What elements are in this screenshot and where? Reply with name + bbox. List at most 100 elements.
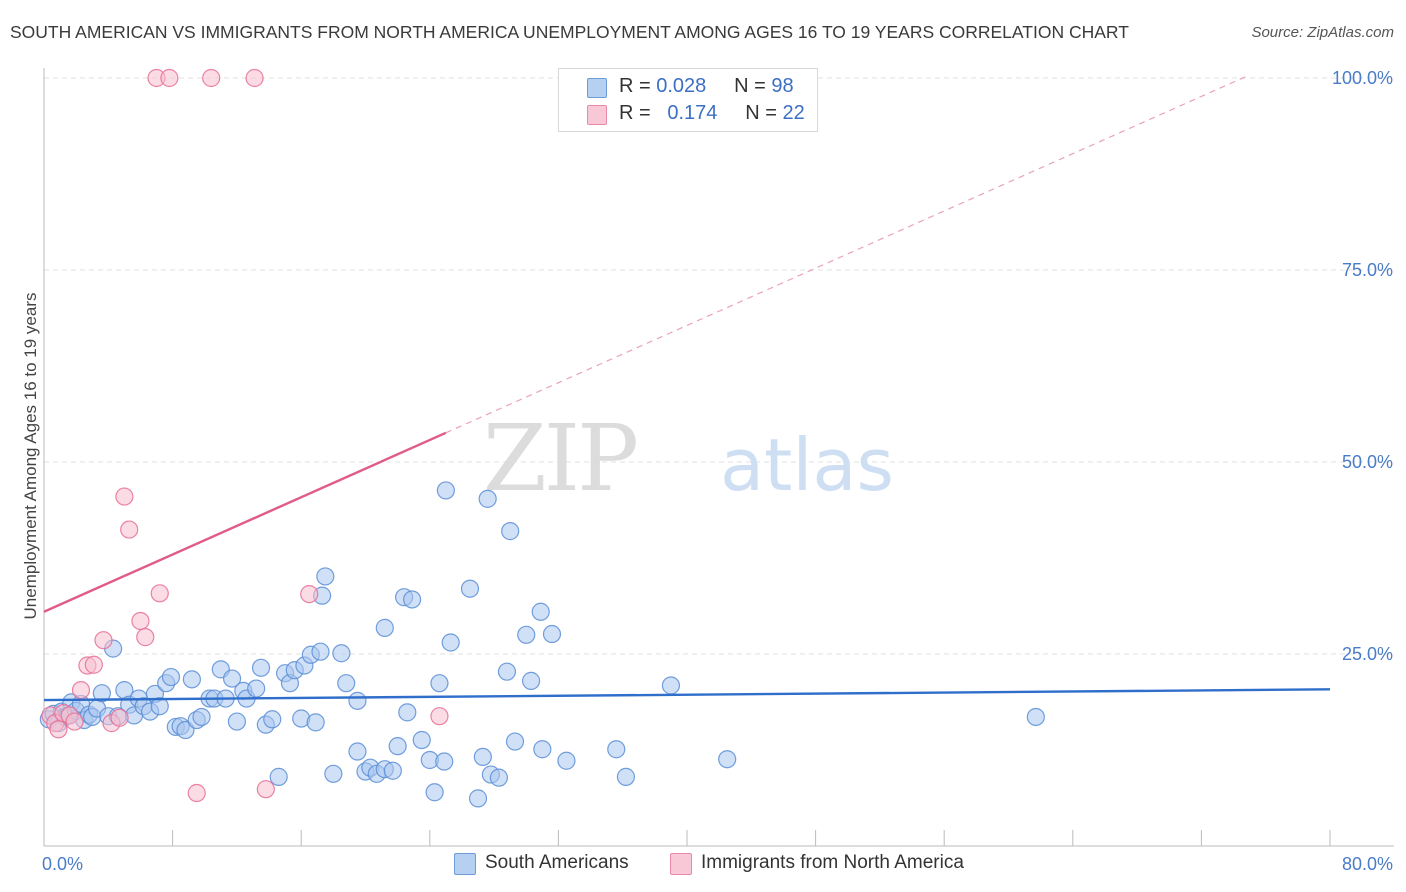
data-point-south-american xyxy=(460,579,480,598)
data-point-south-american xyxy=(306,713,325,732)
x-tick-label-min: 0.0% xyxy=(42,854,83,874)
data-point-immigrant xyxy=(245,68,264,88)
data-point-immigrant xyxy=(202,68,221,88)
data-point-south-american xyxy=(375,618,394,637)
trend-lines xyxy=(43,74,1331,702)
watermark-atlas: atlas xyxy=(720,423,894,507)
legend-r-value: 0.174 xyxy=(667,102,718,124)
data-point-immigrant xyxy=(187,783,206,803)
trend-line-immigrants-extension xyxy=(445,74,1250,434)
chart-source: Source: ZipAtlas.com xyxy=(1251,24,1394,41)
data-point-south-american xyxy=(478,489,497,508)
data-point-south-american xyxy=(383,761,402,780)
data-point-south-american xyxy=(182,670,201,689)
legend-n-value: 98 xyxy=(771,75,794,97)
data-point-immigrant xyxy=(71,680,91,700)
data-point-immigrant xyxy=(49,720,68,739)
data-point-south-american xyxy=(337,674,356,693)
data-point-south-american xyxy=(505,732,525,751)
data-point-south-american xyxy=(251,658,271,677)
data-point-south-american xyxy=(316,567,335,586)
series-south-americans xyxy=(39,481,1045,808)
data-point-immigrant xyxy=(430,707,449,726)
data-point-south-american xyxy=(425,783,444,802)
data-point-south-american xyxy=(497,662,517,681)
legend-r-label: R = xyxy=(619,102,651,124)
data-point-immigrant xyxy=(110,708,129,727)
data-point-south-american xyxy=(311,642,330,661)
y-tick-label: 75.0% xyxy=(1342,260,1393,280)
bottom-legend-swatch-blue xyxy=(454,853,476,875)
y-tick-label: 50.0% xyxy=(1342,452,1393,472)
data-point-south-american xyxy=(388,737,407,756)
chart-title: SOUTH AMERICAN VS IMMIGRANTS FROM NORTH … xyxy=(10,22,1129,42)
data-point-south-american xyxy=(192,707,211,727)
data-point-south-american xyxy=(436,481,455,500)
gridlines xyxy=(44,77,1394,655)
data-point-south-american xyxy=(412,730,431,750)
bottom-legend-label: South Americans xyxy=(485,852,629,873)
data-point-south-american xyxy=(430,674,449,693)
data-point-south-american xyxy=(501,522,520,541)
legend: R = 0.028 N = 98 R = 0.174 N = 22 xyxy=(558,68,818,132)
y-tick-label: 100.0% xyxy=(1332,68,1393,88)
data-point-immigrant xyxy=(160,68,179,88)
watermark: ZIP atlas xyxy=(483,405,894,512)
data-point-south-american xyxy=(222,669,242,688)
data-point-south-american xyxy=(517,625,536,644)
data-point-south-american xyxy=(542,624,562,644)
data-point-south-american xyxy=(324,764,343,783)
axes xyxy=(43,68,1394,847)
data-point-south-american xyxy=(398,703,417,722)
data-point-south-american xyxy=(531,602,550,621)
data-point-south-american xyxy=(263,710,282,729)
data-point-immigrant xyxy=(84,655,103,674)
data-point-immigrant xyxy=(115,487,134,506)
data-point-south-american xyxy=(348,742,367,761)
data-point-south-american xyxy=(718,750,737,769)
data-point-south-american xyxy=(468,789,488,808)
data-point-immigrant xyxy=(136,628,155,647)
data-point-south-american xyxy=(661,676,681,695)
data-point-south-american xyxy=(557,751,576,770)
data-point-immigrant xyxy=(300,584,319,604)
data-point-immigrant xyxy=(65,712,84,731)
data-point-south-american xyxy=(489,768,509,787)
bottom-legend-label: Immigrants from North America xyxy=(701,852,964,873)
data-point-immigrant xyxy=(120,520,139,539)
legend-n-label: N = xyxy=(745,102,777,124)
data-point-south-american xyxy=(161,667,181,687)
data-point-south-american xyxy=(227,712,246,731)
data-point-south-american xyxy=(92,684,111,703)
series-immigrants-north-america xyxy=(41,68,449,803)
legend-r-value: 0.028 xyxy=(656,75,707,97)
bottom-legend-swatch-pink xyxy=(670,853,692,875)
data-point-south-american xyxy=(533,740,552,759)
x-tick-label-max: 80.0% xyxy=(1342,854,1393,874)
data-point-south-american xyxy=(607,740,626,759)
legend-n-value: 22 xyxy=(782,102,805,124)
legend-n-label: N = xyxy=(734,75,766,97)
data-point-south-american xyxy=(1026,707,1045,727)
watermark-zip: ZIP xyxy=(483,405,636,512)
trend-line-south-americans xyxy=(43,688,1331,702)
data-point-south-american xyxy=(435,752,454,771)
legend-swatch-pink xyxy=(587,105,607,125)
data-point-south-american xyxy=(247,679,266,698)
data-point-south-american xyxy=(521,671,541,690)
data-point-south-american xyxy=(332,644,351,663)
data-point-immigrant xyxy=(256,780,275,799)
data-point-immigrant xyxy=(94,631,113,650)
trend-line-immigrants xyxy=(43,431,447,613)
legend-r-label: R = xyxy=(619,75,651,97)
data-point-south-american xyxy=(150,697,169,716)
tick-labels: 25.0% 50.0% 75.0% 100.0% 0.0% 80.0% xyxy=(42,68,1393,874)
data-point-south-american xyxy=(403,590,422,609)
data-point-south-american xyxy=(441,633,460,652)
data-point-south-american xyxy=(616,767,636,786)
y-tick-label: 25.0% xyxy=(1342,644,1393,664)
legend-swatch-blue xyxy=(587,78,607,98)
data-point-south-american xyxy=(473,747,492,767)
data-point-immigrant xyxy=(150,584,169,603)
